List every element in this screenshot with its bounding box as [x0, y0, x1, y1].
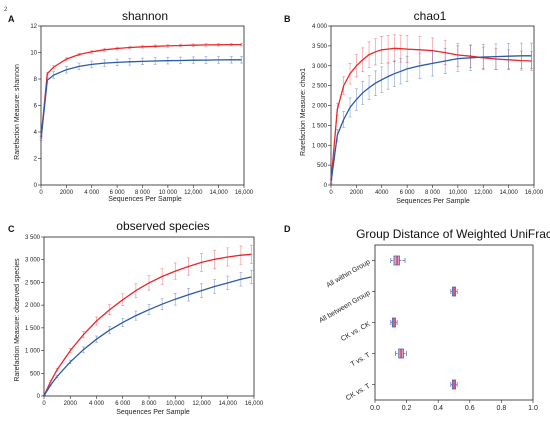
panel-c-xtick-label: 12,000	[192, 401, 211, 407]
panel-b-xtick-label: 12,000	[474, 190, 493, 196]
panel-a-ytick-label: 10	[30, 51, 37, 57]
panel-c-ytick-label: 0	[37, 394, 41, 400]
panel-a-ytick-label: 2	[34, 157, 38, 163]
panel-b-ytick-label: 2 500	[312, 84, 328, 90]
panel-c-xtick-label: 4 000	[89, 401, 105, 407]
panel-c-xtick-label: 2000	[64, 401, 78, 407]
panel-c-ytick-label: 3 500	[25, 235, 41, 241]
panel-a-xtick-label: 8 000	[135, 190, 151, 196]
panel-a-plot-frame	[40, 25, 245, 186]
panel-a-series-blue-line	[40, 59, 242, 139]
panel-c-xlabel: Sequences Per Sample	[116, 409, 190, 416]
panel-b-chao1: B chao1 Sequences Per Sample Rarefaction…	[284, 9, 544, 205]
panel-b-xtick-label: 0	[329, 190, 333, 196]
panel-b-xtick-label: 6 000	[400, 190, 416, 196]
panel-b-xtick-label: 16,000	[525, 190, 544, 196]
panel-b-letter: B	[284, 14, 291, 24]
panel-c-plot-frame	[43, 236, 255, 397]
panel-d-xtick-label: 0.4	[433, 405, 443, 412]
panel-c-ytick-label: 3 000	[25, 258, 41, 264]
panel-b-ytick-label: 1 500	[312, 123, 328, 129]
figure-corner-mark: 2	[4, 7, 8, 13]
panel-d-xtick-label: 0.8	[497, 405, 507, 412]
panel-a-ytick-label: 8	[34, 77, 38, 83]
panel-c-ylabel: Rarefaction Measure: observed species	[14, 258, 21, 382]
panel-a-ytick-label: 12	[30, 24, 37, 30]
panel-a-xtick-label: 4 000	[84, 190, 100, 196]
panel-d-category-label: All within Group	[326, 259, 372, 290]
panel-c-ytick-label: 500	[30, 371, 41, 377]
panel-a-xtick-label: 2000	[60, 190, 74, 196]
panel-a-ylabel: Rarefaction Measure: shannon	[14, 64, 21, 160]
panel-d-unifrac-boxplot: D Group Distance of Weighted UniFrac 0.0…	[284, 224, 550, 412]
panel-b-xtick-label: 4000	[375, 190, 389, 196]
panel-a-series-red-line	[40, 43, 242, 138]
panel-d-category-label: T vs. T	[350, 351, 372, 368]
panel-c-series-red-line	[43, 253, 252, 396]
panel-c-ytick-label: 2 000	[25, 303, 41, 309]
panel-a-xlabel: Sequences Per Sample	[108, 196, 182, 203]
panel-d-category-label: CK vs. T	[345, 382, 372, 402]
panel-a-xtick-label: 12,000	[184, 190, 203, 196]
panel-b-xlabel: Sequences Per Sample	[396, 198, 470, 205]
panel-c-xtick-label: 6 000	[115, 401, 131, 407]
panel-c-ytick-label: 2 500	[25, 280, 41, 286]
panel-b-series-blue-line	[330, 55, 532, 182]
panel-c-letter: C	[8, 224, 15, 234]
panel-b-title: chao1	[414, 9, 447, 23]
panel-d-xtick-label: 0.6	[465, 405, 475, 412]
panel-d-plot-frame	[374, 244, 534, 401]
panel-c-xtick-label: 10,000	[166, 401, 185, 407]
panel-d-category-label: CK vs. CK	[340, 321, 372, 343]
panel-a-shannon: A shannon Sequences Per Sample Rarefacti…	[8, 9, 254, 203]
panel-a-letter: A	[8, 14, 15, 24]
panel-a-xtick-label: 16,000	[235, 190, 254, 196]
panel-b-ytick-label: 3 000	[312, 64, 328, 70]
panel-b-xtick-label: 8 000	[425, 190, 441, 196]
panel-c-xtick-label: 14,000	[219, 401, 238, 407]
panel-a-ytick-label: 6	[34, 104, 38, 110]
panel-c-series-blue-line	[43, 276, 252, 396]
panel-d-xtick-label: 0.0	[370, 405, 380, 412]
panel-d-xtick-label: 1.0	[528, 405, 538, 412]
panel-c-xtick-label: 0	[42, 401, 46, 407]
panel-d-xtick-label: 0.2	[402, 405, 412, 412]
panel-a-xtick-label: 6 000	[110, 190, 126, 196]
panel-c-ytick-label: 1 500	[25, 326, 41, 332]
panel-a-xtick-label: 10 000	[159, 190, 178, 196]
panel-d-category-label: All between Group	[318, 290, 371, 325]
panel-a-title: shannon	[122, 9, 168, 23]
panel-b-xtick-label: 2000	[350, 190, 364, 196]
panel-c-observed-species: C observed species Sequences Per Sample …	[8, 219, 264, 416]
panel-b-ytick-label: 500	[317, 163, 328, 169]
panel-b-ytick-label: 4 000	[312, 24, 328, 30]
panel-c-title: observed species	[116, 219, 209, 233]
panel-c-xtick-label: 16,000	[245, 401, 264, 407]
panel-b-xtick-label: 14,000	[499, 190, 518, 196]
panel-c-xtick-label: 8 000	[141, 401, 157, 407]
panel-a-ytick-label: 0	[34, 183, 38, 189]
panel-b-xtick-label: 10,000	[449, 190, 468, 196]
panel-b-ytick-label: 0	[324, 183, 328, 189]
panel-b-ytick-label: 3 500	[312, 44, 328, 50]
panel-a-xtick-label: 0	[39, 190, 43, 196]
panel-b-series-red-line	[330, 47, 532, 182]
panel-b-ytick-label: 2 000	[312, 104, 328, 110]
panel-c-ytick-label: 1 000	[25, 349, 41, 355]
panel-b-ytick-label: 1 000	[312, 143, 328, 149]
panel-d-title: Group Distance of Weighted UniFrac	[356, 227, 550, 241]
panel-a-ytick-label: 4	[34, 130, 38, 136]
panel-a-xtick-label: 14,000	[209, 190, 228, 196]
panel-d-letter: D	[284, 224, 291, 234]
panel-b-ylabel: Rarefaction Measure: chao1	[300, 68, 307, 156]
